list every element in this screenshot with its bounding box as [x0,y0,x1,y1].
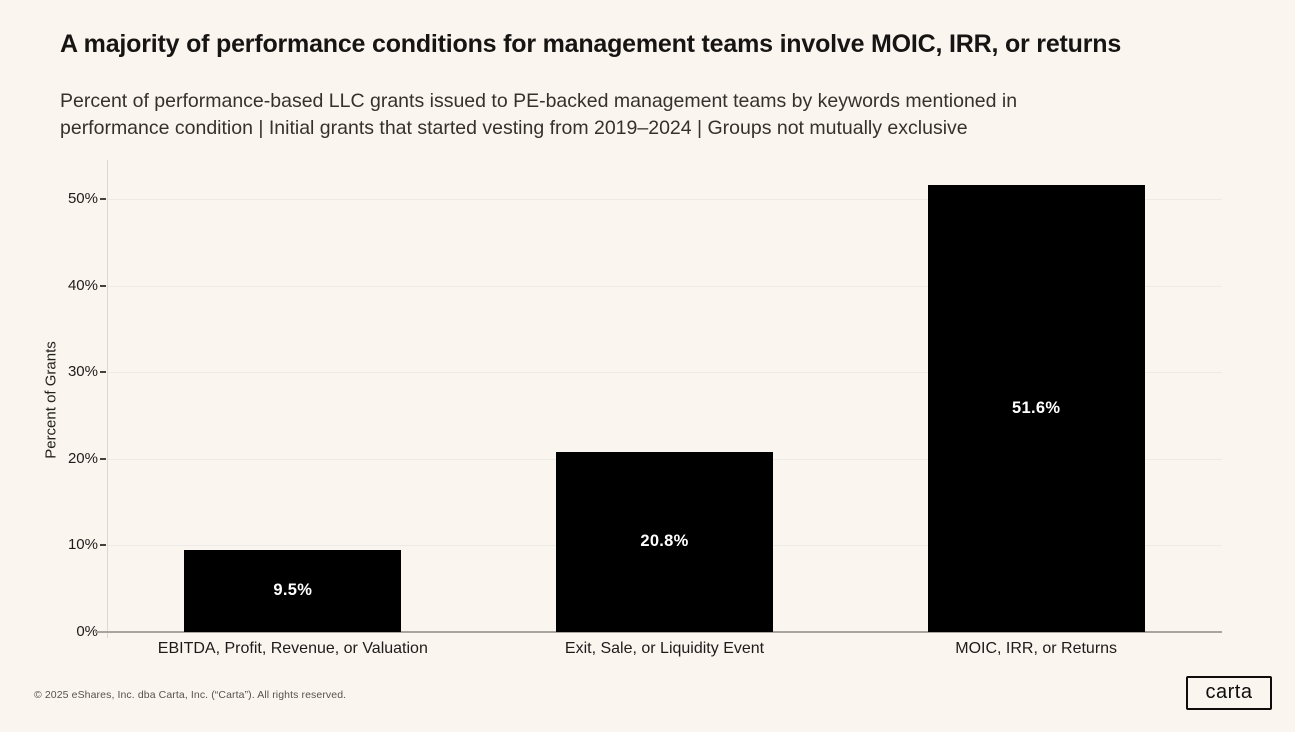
x-axis-category-label-3: MOIC, IRR, or Returns [955,640,1118,657]
gridline-50% [107,198,1222,200]
y-axis-title: Percent of Grants [42,341,60,459]
y-tick-mark-40% [100,284,106,287]
y-tick-mark-10% [100,544,106,547]
bar-value-label-3: 51.6% [1012,399,1061,418]
x-axis-category-label-2: Exit, Sale, or Liquidity Event [564,640,765,657]
footer-copyright: © 2025 eShares, Inc. dba Carta, Inc. (“C… [34,689,347,701]
chart-subtitle-line-1: Percent of performance-based LLC grants … [60,90,1018,112]
chart-title: A majority of performance conditions for… [60,30,1122,58]
x-axis-line [95,631,1222,633]
y-tick-label-0%: 0% [76,623,98,640]
carta-logo: carta [1186,676,1272,710]
carta-logo-text: carta [1205,681,1253,703]
bar-value-label-2: 20.8% [640,532,689,551]
bar-1: 9.5% [184,549,402,632]
y-tick-mark-20% [100,457,106,460]
y-tick-label-20%: 20% [67,449,98,467]
gridline-40% [107,285,1222,287]
y-tick-mark-50% [100,197,106,200]
bar-3: 51.6% [927,185,1145,632]
y-tick-mark-30% [100,371,106,374]
gridline-30% [107,372,1222,374]
y-tick-label-40%: 40% [67,276,98,294]
y-tick-label-50%: 50% [67,189,98,207]
x-axis-category-label-1: EBITDA, Profit, Revenue, or Valuation [157,640,428,657]
y-tick-label-30%: 30% [67,363,98,381]
chart-subtitle-line-2: performance condition | Initial grants t… [60,117,968,139]
y-axis-line [107,160,108,638]
y-tick-label-10%: 10% [67,536,98,554]
bar-value-label-1: 9.5% [273,581,313,600]
bar-2: 20.8% [556,451,773,632]
